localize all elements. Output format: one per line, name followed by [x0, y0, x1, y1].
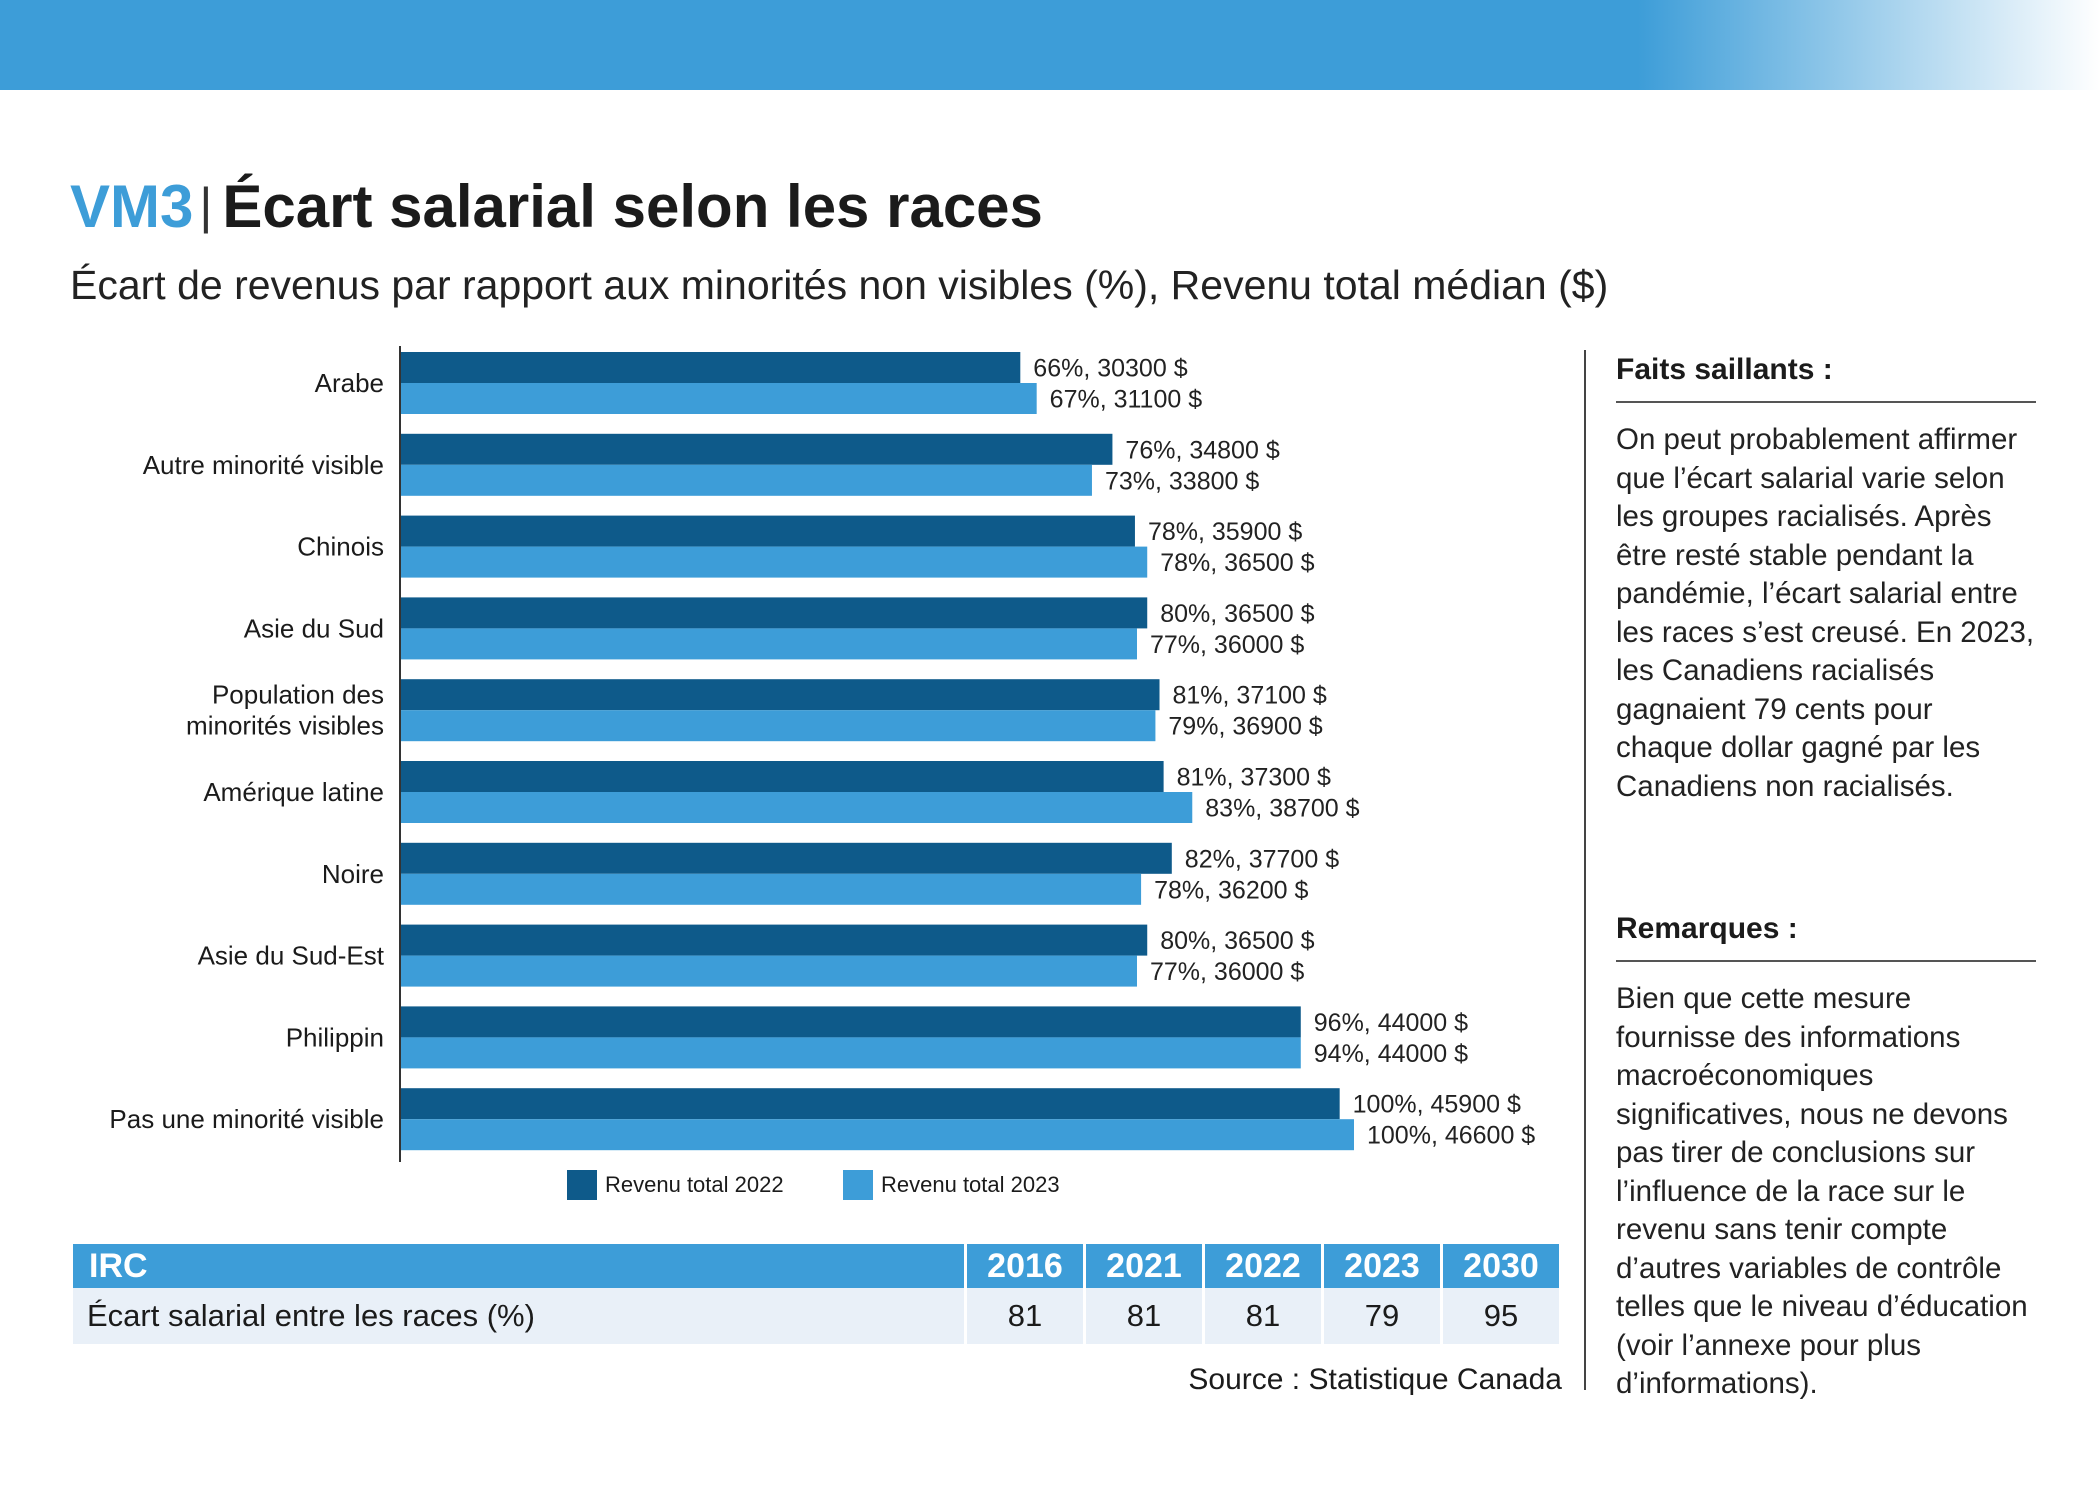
data-label: 78%, 35900 $ [1148, 518, 1302, 546]
data-label: 66%, 30300 $ [1033, 355, 1187, 383]
category-label: Pas une minorité visible [109, 1104, 384, 1134]
bar-2022 [400, 433, 1113, 465]
data-label: 77%, 36000 $ [1150, 958, 1304, 986]
bar-2022 [400, 679, 1160, 711]
category-label: Arabe [315, 368, 384, 398]
irc-data-row: Écart salarial entre les races (%) 81 81… [73, 1288, 1559, 1344]
bar-2023 [400, 710, 1156, 742]
highlights-title: Faits saillants : [1616, 353, 2036, 403]
bar-2023 [400, 792, 1193, 823]
irc-year-2022: 2022 [1205, 1244, 1321, 1288]
irc-value-2022: 81 [1205, 1288, 1321, 1344]
data-label: 94%, 44000 $ [1314, 1040, 1468, 1068]
data-label: 78%, 36200 $ [1154, 876, 1308, 904]
bar-2023 [400, 383, 1037, 414]
highlights-text: On peut probablement affirmer que l’écar… [1616, 423, 2035, 803]
indicator-code: VM3 [70, 173, 194, 240]
page-subtitle: Écart de revenus par rapport aux minorit… [70, 262, 1609, 308]
category-label: Autre minorité visible [143, 450, 384, 480]
source-note: Source : Statistique Canada [1188, 1363, 1562, 1396]
legend-label-2022: Revenu total 2022 [605, 1172, 784, 1197]
data-label: 82%, 37700 $ [1185, 845, 1339, 873]
data-label: 81%, 37300 $ [1177, 764, 1331, 792]
category-label: Philippin [286, 1022, 384, 1052]
remarks-panel: Remarques : Bien que cette mesure fourni… [1616, 912, 2036, 1404]
legend-swatch-2022 [567, 1170, 597, 1200]
bar-2022 [400, 352, 1021, 383]
remarks-title: Remarques : [1616, 912, 2036, 962]
legend-item-2022: Revenu total 2022 [567, 1170, 784, 1200]
bar-2023 [400, 873, 1142, 905]
data-label: 73%, 33800 $ [1105, 467, 1259, 495]
bar-2023 [400, 628, 1137, 660]
data-label: 100%, 45900 $ [1353, 1091, 1521, 1119]
data-label: 100%, 46600 $ [1367, 1122, 1535, 1150]
category-label: Asie du Sud-Est [198, 941, 385, 971]
remarks-text: Bien que cette mesure fournisse des info… [1616, 982, 2028, 1400]
data-label: 81%, 37100 $ [1173, 682, 1327, 710]
category-label: Noire [322, 859, 384, 889]
category-label: Amérique latine [203, 777, 384, 807]
data-label: 78%, 36500 $ [1160, 549, 1314, 577]
title-separator: | [199, 178, 213, 234]
irc-header-row: IRC 2016 2021 2022 2023 2030 [73, 1244, 1559, 1288]
bar-2023 [400, 1037, 1301, 1069]
data-label: 79%, 36900 $ [1168, 713, 1322, 741]
bar-2022 [400, 597, 1148, 629]
irc-header-label: IRC [73, 1244, 964, 1288]
category-label: Asie du Sud [244, 613, 384, 643]
data-label: 80%, 36500 $ [1160, 927, 1314, 955]
bar-2022 [400, 761, 1164, 792]
irc-year-2030: 2030 [1443, 1244, 1559, 1288]
data-label: 96%, 44000 $ [1314, 1009, 1468, 1037]
irc-table: IRC 2016 2021 2022 2023 2030 Écart salar… [70, 1244, 1562, 1344]
top-banner [0, 0, 2100, 90]
legend-item-2023: Revenu total 2023 [843, 1170, 1060, 1200]
bar-2023 [400, 955, 1137, 987]
data-label: 77%, 36000 $ [1150, 631, 1304, 659]
page-title: VM3 | Écart salarial selon les races [70, 172, 1043, 241]
legend-swatch-2023 [843, 1170, 873, 1200]
data-label: 80%, 36500 $ [1160, 600, 1314, 628]
irc-value-2023: 79 [1324, 1288, 1440, 1344]
irc-year-2023: 2023 [1324, 1244, 1440, 1288]
bar-2023 [400, 1119, 1354, 1151]
irc-year-2016: 2016 [967, 1244, 1083, 1288]
data-label: 76%, 34800 $ [1125, 436, 1279, 464]
irc-row-label: Écart salarial entre les races (%) [73, 1288, 964, 1344]
data-label: 83%, 38700 $ [1205, 795, 1359, 823]
data-label: 67%, 31100 $ [1050, 386, 1203, 414]
irc-year-2021: 2021 [1086, 1244, 1202, 1288]
bar-2023 [400, 546, 1148, 578]
bar-2022 [400, 515, 1135, 547]
wage-gap-bar-chart: Arabe 66%, 30300 $ 67%, 31100 $ Autre minor… [109, 346, 1535, 1162]
category-label: Chinois [297, 532, 384, 562]
legend-label-2023: Revenu total 2023 [881, 1172, 1060, 1197]
bar-2022 [400, 842, 1172, 874]
highlights-panel: Faits saillants : On peut probablement a… [1616, 353, 2036, 806]
bar-2022 [400, 1088, 1340, 1120]
irc-value-2030: 95 [1443, 1288, 1559, 1344]
bar-2023 [400, 464, 1092, 496]
irc-value-2016: 81 [967, 1288, 1083, 1344]
title-text: Écart salarial selon les races [222, 173, 1043, 240]
bar-2022 [400, 924, 1148, 956]
sidebar-divider [1584, 350, 1586, 1390]
category-label: Population des [212, 680, 384, 710]
bar-2022 [400, 1006, 1301, 1038]
category-label: minorités visibles [186, 711, 384, 741]
irc-value-2021: 81 [1086, 1288, 1202, 1344]
